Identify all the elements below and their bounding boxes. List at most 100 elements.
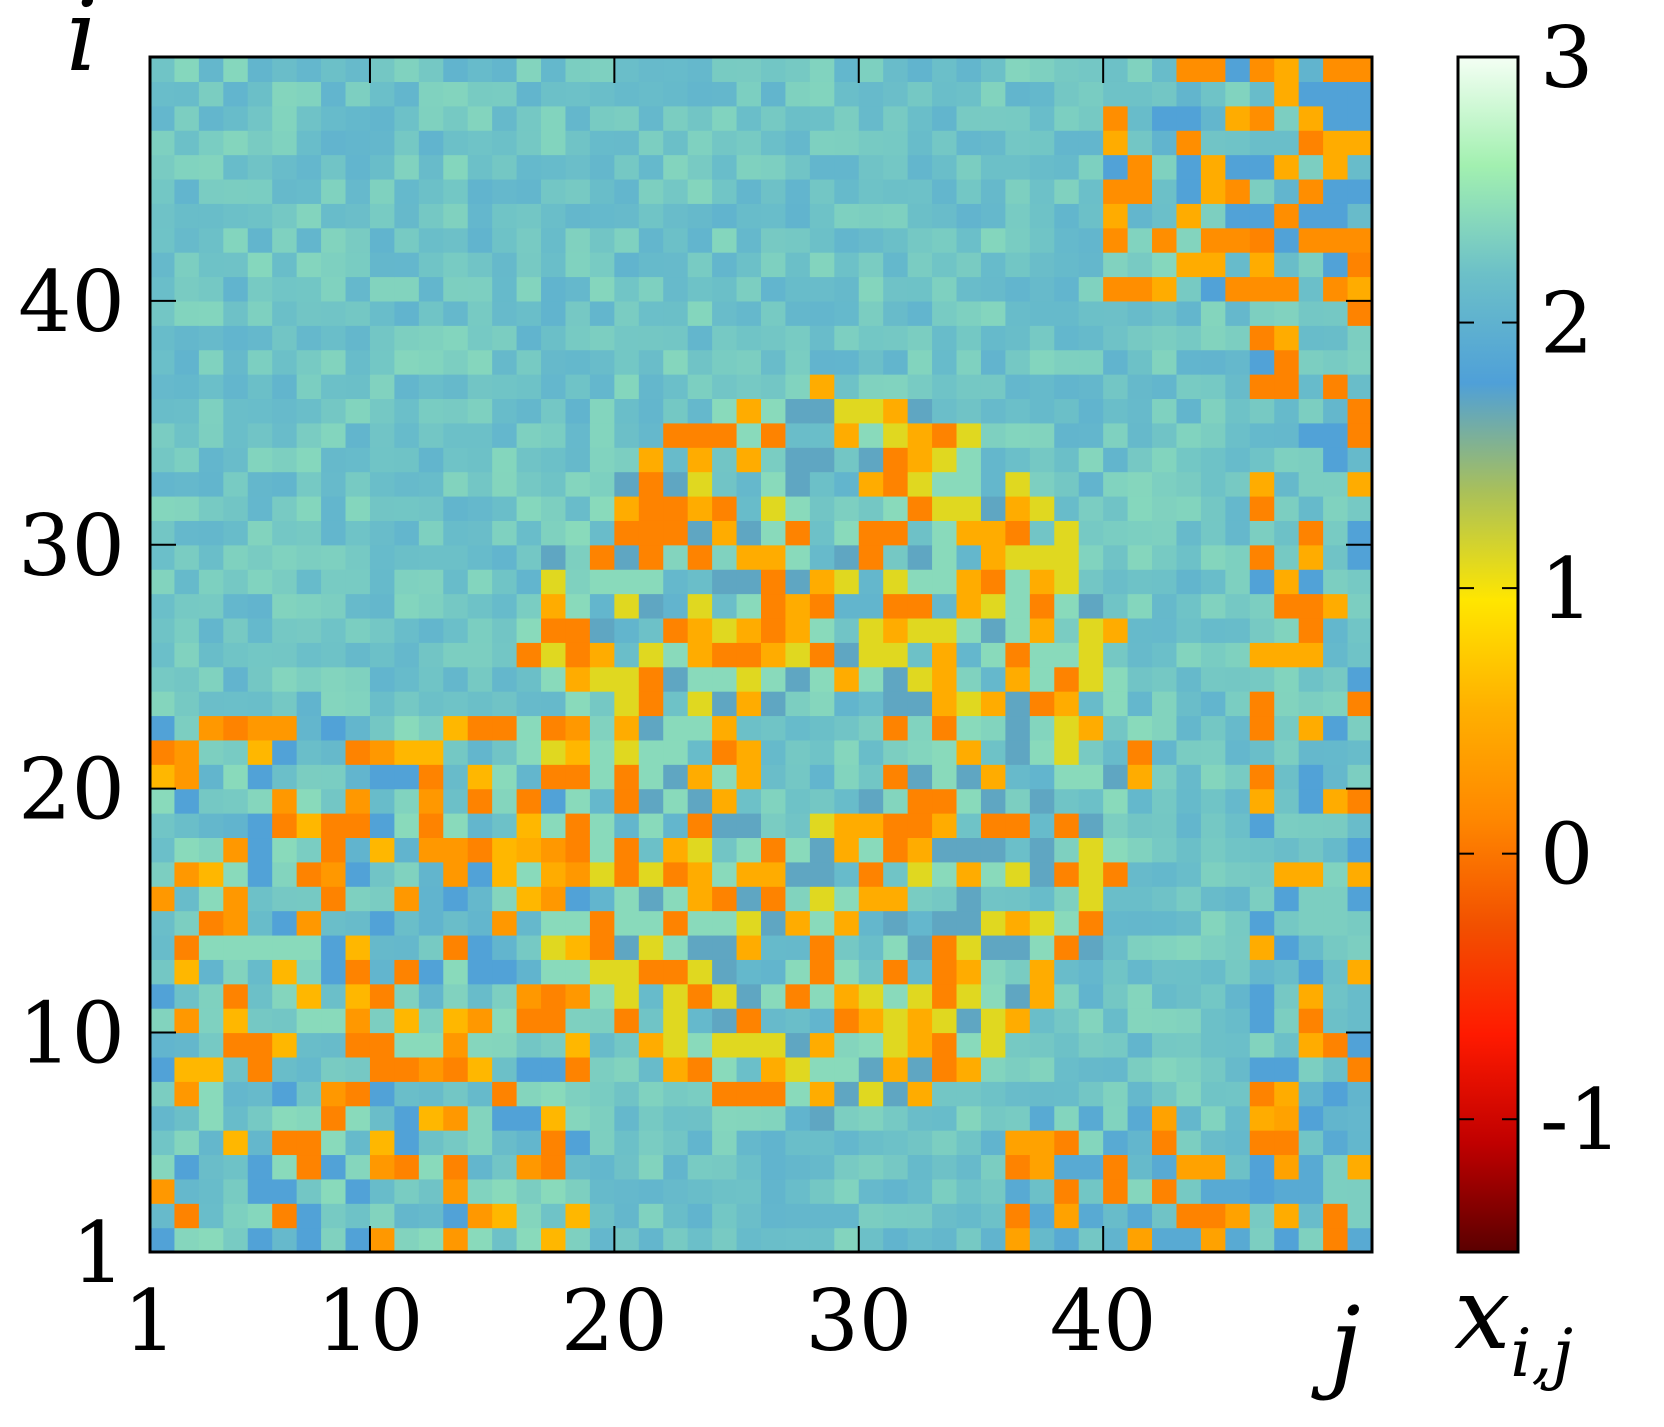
heatmap-cell bbox=[272, 447, 298, 473]
heatmap-cell bbox=[638, 1105, 664, 1131]
heatmap-cell bbox=[980, 739, 1006, 765]
heatmap-cell bbox=[1078, 934, 1104, 960]
heatmap-cell bbox=[565, 1081, 591, 1107]
colorbar-tick-label: 1 bbox=[1540, 540, 1593, 638]
heatmap-cell bbox=[907, 569, 933, 595]
heatmap-cell bbox=[369, 959, 395, 985]
heatmap-cell bbox=[418, 691, 444, 717]
heatmap-cell bbox=[1298, 349, 1324, 375]
heatmap-cell bbox=[1029, 764, 1055, 790]
heatmap-cell bbox=[150, 617, 176, 643]
heatmap-cell bbox=[565, 788, 591, 814]
heatmap-cell bbox=[467, 1032, 493, 1058]
heatmap-cell bbox=[834, 1081, 860, 1107]
heatmap-cell bbox=[198, 203, 224, 229]
heatmap-cell bbox=[443, 813, 469, 839]
heatmap-cell bbox=[1323, 861, 1349, 887]
heatmap-cell bbox=[541, 1203, 567, 1229]
heatmap-cell bbox=[980, 1056, 1006, 1082]
heatmap-cell bbox=[1005, 422, 1031, 448]
heatmap-cell bbox=[541, 569, 567, 595]
heatmap-cell bbox=[1225, 154, 1251, 180]
heatmap-cell bbox=[150, 934, 176, 960]
x-axis-label: j bbox=[1310, 1285, 1360, 1402]
heatmap-cell bbox=[1029, 617, 1055, 643]
heatmap-cell bbox=[394, 934, 420, 960]
heatmap-cell bbox=[418, 57, 444, 82]
heatmap-cell bbox=[785, 1154, 811, 1180]
heatmap-cell bbox=[687, 1008, 713, 1034]
heatmap-cell bbox=[1054, 252, 1080, 278]
heatmap-cell bbox=[1029, 1056, 1055, 1082]
heatmap-cell bbox=[321, 471, 347, 497]
heatmap-cell bbox=[1103, 447, 1129, 473]
heatmap-cell bbox=[1249, 1154, 1275, 1180]
heatmap-cell bbox=[1127, 739, 1153, 765]
heatmap-cell bbox=[1078, 1178, 1104, 1204]
heatmap-cell bbox=[1298, 1081, 1324, 1107]
heatmap-cell bbox=[1103, 666, 1129, 692]
heatmap-cell bbox=[1005, 715, 1031, 741]
heatmap-cell bbox=[1323, 349, 1349, 375]
heatmap-cell bbox=[565, 1130, 591, 1156]
heatmap-cell bbox=[272, 666, 298, 692]
heatmap-cell bbox=[785, 1008, 811, 1034]
heatmap-cell bbox=[589, 983, 615, 1009]
heatmap-cell bbox=[1347, 691, 1372, 717]
heatmap-cell bbox=[736, 227, 762, 253]
heatmap-cell bbox=[1127, 227, 1153, 253]
heatmap-cell bbox=[1152, 1203, 1178, 1229]
heatmap-cell bbox=[809, 520, 835, 546]
heatmap-cell bbox=[663, 495, 689, 521]
heatmap-cell bbox=[834, 374, 860, 400]
heatmap-cell bbox=[1176, 495, 1202, 521]
heatmap-cell bbox=[1103, 178, 1129, 204]
heatmap-cell bbox=[907, 861, 933, 887]
heatmap-cell bbox=[1347, 520, 1372, 546]
heatmap-cell bbox=[1225, 1227, 1251, 1252]
heatmap-cell bbox=[1005, 1032, 1031, 1058]
heatmap-cell bbox=[321, 1130, 347, 1156]
heatmap-cell bbox=[369, 617, 395, 643]
heatmap-cell bbox=[1054, 471, 1080, 497]
heatmap-cell bbox=[761, 130, 787, 156]
heatmap-cell bbox=[1127, 325, 1153, 351]
heatmap-cell bbox=[1249, 447, 1275, 473]
heatmap-cell bbox=[492, 130, 518, 156]
heatmap-cell bbox=[1005, 252, 1031, 278]
heatmap-cell bbox=[1176, 447, 1202, 473]
heatmap-cell bbox=[663, 666, 689, 692]
heatmap-cell bbox=[516, 813, 542, 839]
heatmap-cell bbox=[1200, 1154, 1226, 1180]
heatmap-cell bbox=[736, 642, 762, 668]
heatmap-cell bbox=[687, 422, 713, 448]
heatmap-cell bbox=[1127, 666, 1153, 692]
heatmap-cell bbox=[394, 1178, 420, 1204]
heatmap-cell bbox=[394, 178, 420, 204]
heatmap-cell bbox=[883, 1008, 909, 1034]
heatmap-cell bbox=[1029, 203, 1055, 229]
heatmap-cell bbox=[809, 593, 835, 619]
heatmap-cell bbox=[1200, 422, 1226, 448]
heatmap-cell bbox=[1127, 374, 1153, 400]
heatmap-cell bbox=[541, 81, 567, 107]
heatmap-cell bbox=[980, 398, 1006, 424]
heatmap-cell bbox=[980, 910, 1006, 936]
heatmap-cell bbox=[150, 739, 176, 765]
heatmap-cell bbox=[174, 520, 200, 546]
heatmap-cell bbox=[296, 422, 322, 448]
heatmap-cell bbox=[834, 154, 860, 180]
heatmap-cell bbox=[834, 203, 860, 229]
heatmap-cell bbox=[272, 203, 298, 229]
heatmap-cell bbox=[394, 520, 420, 546]
heatmap-cell bbox=[1176, 666, 1202, 692]
heatmap-cell bbox=[736, 154, 762, 180]
heatmap-cell bbox=[467, 1008, 493, 1034]
heatmap-cell bbox=[858, 349, 884, 375]
heatmap-cell bbox=[980, 715, 1006, 741]
heatmap-cell bbox=[883, 203, 909, 229]
heatmap-cell bbox=[1103, 1081, 1129, 1107]
heatmap-cell bbox=[345, 910, 371, 936]
heatmap-cell bbox=[1249, 764, 1275, 790]
